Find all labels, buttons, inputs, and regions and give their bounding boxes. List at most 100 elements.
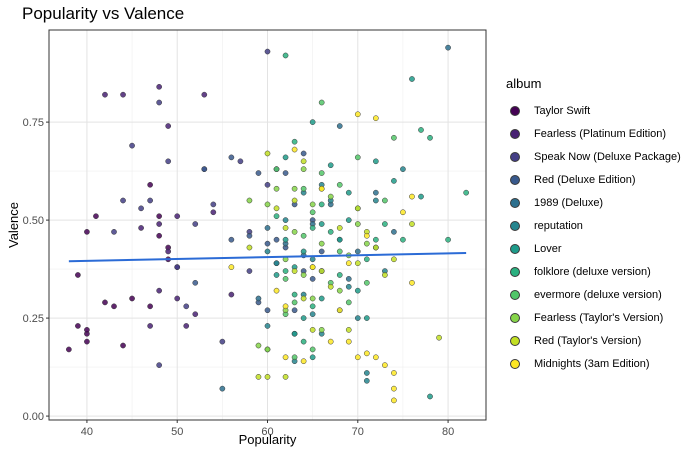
data-point	[336, 272, 343, 278]
data-point	[300, 248, 307, 255]
x-axis-label: Popularity	[239, 432, 297, 447]
data-point	[156, 221, 163, 227]
data-point	[156, 232, 163, 239]
data-point	[264, 248, 271, 255]
data-point	[382, 221, 388, 227]
data-point	[372, 158, 379, 165]
data-point	[400, 166, 406, 172]
plot-border	[48, 29, 487, 421]
data-point	[363, 315, 370, 321]
data-point	[84, 229, 90, 235]
data-point	[210, 209, 217, 216]
data-point	[219, 385, 226, 392]
legend-swatch	[510, 128, 520, 139]
data-point	[246, 268, 253, 274]
data-point	[156, 287, 163, 294]
data-point	[372, 354, 379, 361]
data-point	[147, 303, 153, 310]
data-point	[409, 221, 415, 227]
legend-label: folklore (deluxe version)	[534, 265, 651, 278]
data-point	[255, 342, 262, 349]
data-point	[165, 123, 172, 129]
data-point	[354, 354, 361, 361]
data-point	[300, 166, 307, 172]
data-point	[273, 287, 280, 294]
data-point	[255, 374, 262, 380]
data-point	[201, 166, 208, 172]
legend-item: Fearless (Taylor's Version)	[506, 306, 681, 329]
data-point	[165, 248, 172, 255]
data-point	[291, 229, 298, 235]
data-point	[264, 201, 271, 208]
data-point	[318, 99, 325, 106]
legend-label: Fearless (Taylor's Version)	[534, 311, 664, 324]
data-point	[427, 134, 433, 141]
legend-swatch	[510, 105, 520, 116]
data-point	[318, 268, 325, 274]
data-point	[282, 276, 289, 282]
data-point	[345, 217, 352, 223]
data-point	[156, 83, 163, 90]
data-point	[291, 291, 298, 298]
data-point	[336, 225, 343, 231]
data-point	[345, 276, 352, 282]
data-point	[291, 138, 298, 145]
data-point	[363, 240, 370, 247]
data-point	[282, 52, 289, 59]
data-point	[372, 236, 379, 243]
data-point	[391, 370, 397, 376]
data-point	[309, 256, 316, 263]
data-point	[300, 338, 307, 345]
legend-label: Lover	[534, 242, 562, 255]
data-point	[255, 295, 262, 302]
legend-label: Taylor Swift	[534, 104, 591, 117]
data-point	[264, 307, 271, 314]
data-point	[192, 221, 199, 227]
data-point	[282, 268, 289, 274]
data-point	[309, 209, 316, 216]
data-point	[318, 295, 325, 302]
data-point	[255, 170, 262, 176]
data-point	[318, 221, 325, 227]
data-point	[174, 264, 181, 270]
data-point	[300, 185, 307, 192]
data-point	[427, 393, 433, 400]
data-point	[318, 326, 325, 333]
data-point	[273, 166, 280, 172]
data-point	[66, 346, 72, 353]
data-point	[273, 236, 280, 243]
legend-label: 1989 (Deluxe)	[534, 196, 604, 209]
data-point	[102, 299, 108, 306]
data-point	[309, 264, 316, 270]
legend-swatch	[510, 220, 520, 231]
data-point	[282, 170, 289, 176]
data-point	[111, 303, 117, 310]
data-point	[354, 205, 361, 212]
data-point	[418, 193, 424, 200]
data-point	[391, 397, 397, 404]
data-point	[445, 236, 451, 243]
data-point	[174, 295, 181, 302]
data-point	[300, 358, 307, 365]
data-point	[183, 323, 190, 329]
data-point	[120, 342, 126, 349]
legend-swatch	[510, 289, 520, 300]
legend-item: folklore (deluxe version)	[506, 260, 681, 283]
data-point	[228, 236, 235, 243]
x-tick-label: 60	[261, 426, 273, 438]
data-point	[391, 385, 397, 392]
data-point	[273, 185, 280, 192]
data-point	[327, 229, 334, 235]
data-point	[354, 154, 361, 161]
data-point	[336, 287, 343, 294]
trend-line	[68, 252, 467, 263]
data-point	[84, 338, 90, 345]
data-point	[246, 232, 253, 239]
data-point	[327, 283, 334, 290]
data-point	[391, 178, 397, 184]
data-point	[391, 256, 397, 263]
legend-label: reputation	[534, 219, 583, 232]
legend-label: Red (Taylor's Version)	[534, 334, 642, 347]
data-point	[291, 330, 298, 337]
data-point	[336, 123, 343, 129]
